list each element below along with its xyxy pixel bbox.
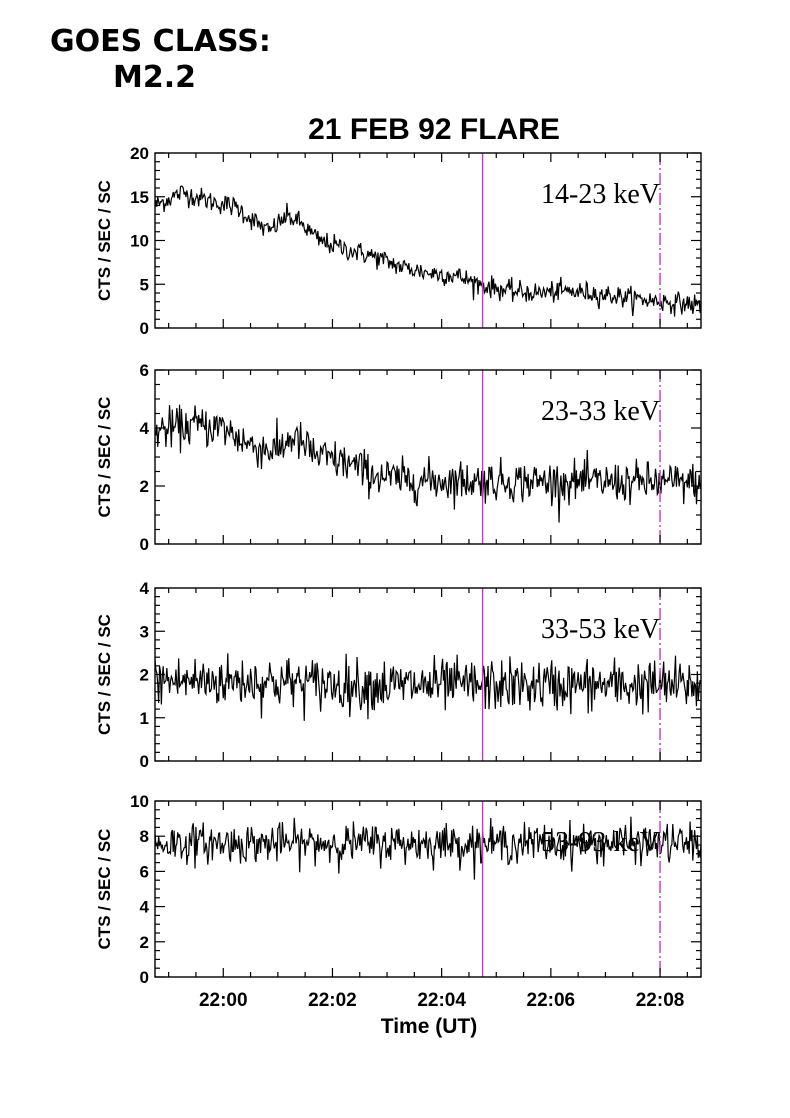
goes-class-label: GOES CLASS: <box>50 24 271 59</box>
y-tick-label: 8 <box>140 827 149 846</box>
x-tick-label: 22:04 <box>417 990 466 1011</box>
y-tick-label: 1 <box>140 709 149 728</box>
series-53-93-kev-line <box>154 816 702 880</box>
y-axis-label: CTS / SEC / SC <box>95 614 114 735</box>
y-tick-label: 4 <box>140 898 150 917</box>
x-tick-label: 22:02 <box>308 990 357 1011</box>
y-tick-label: 0 <box>140 968 149 987</box>
band-label: 33-53 keV <box>541 614 660 645</box>
y-tick-label: 20 <box>130 144 149 163</box>
panel-4: 0 2 4 6 8 10 CTS / SEC / SC 53-93 keV <box>95 792 702 987</box>
y-tick-label: 6 <box>140 361 149 380</box>
x-tick-label: 22:00 <box>199 990 248 1011</box>
y-tick-label: 10 <box>130 792 149 811</box>
chart-title: 21 FEB 92 FLARE <box>308 113 560 146</box>
y-axis-label: CTS / SEC / SC <box>95 180 114 301</box>
y-tick-label: 4 <box>140 579 150 598</box>
y-tick-label: 3 <box>140 622 149 641</box>
series-14-23-kev-line <box>154 185 702 317</box>
goes-class-value: M2.2 <box>113 60 196 95</box>
y-tick-label: 2 <box>140 477 149 496</box>
y-tick-label: 10 <box>130 232 149 251</box>
x-tick-labels: 22:00 22:02 22:04 22:06 22:08 <box>199 990 684 1011</box>
panel-1: 0 5 10 15 20 CTS / SEC / SC 14-23 keV <box>95 144 702 338</box>
y-tick-label: 0 <box>140 535 149 554</box>
y-tick-label: 15 <box>130 188 149 207</box>
band-label: 53-93 keV <box>541 827 660 858</box>
y-axis-label: CTS / SEC / SC <box>95 829 114 950</box>
y-tick-label: 5 <box>140 275 149 294</box>
band-label: 14-23 keV <box>541 179 660 210</box>
x-axis-label: Time (UT) <box>381 1015 477 1038</box>
y-tick-label: 0 <box>140 752 149 771</box>
y-tick-label: 6 <box>140 862 149 881</box>
y-tick-label: 4 <box>140 419 150 438</box>
series-23-33-kev-line <box>154 404 702 523</box>
series-33-53-kev-line <box>154 653 702 721</box>
y-tick-label: 0 <box>140 319 149 338</box>
y-tick-label: 2 <box>140 666 149 685</box>
x-tick-label: 22:06 <box>527 990 576 1011</box>
y-tick-label: 2 <box>140 933 149 952</box>
x-tick-label: 22:08 <box>636 990 685 1011</box>
panel-3: 0 1 2 3 4 CTS / SEC / SC 33-53 keV <box>95 579 702 771</box>
panel-2: 0 2 4 6 CTS / SEC / SC 23-33 keV <box>95 361 702 554</box>
y-axis-label: CTS / SEC / SC <box>95 397 114 518</box>
band-label: 23-33 keV <box>541 396 660 427</box>
